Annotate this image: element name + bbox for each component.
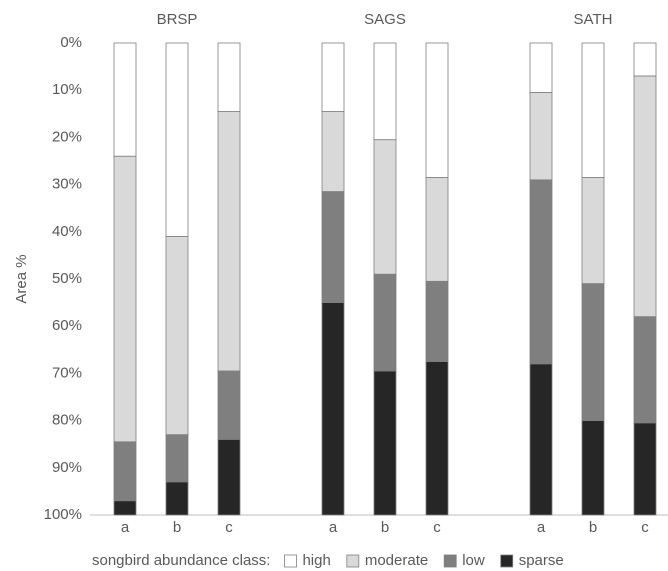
bar-segment — [633, 316, 657, 424]
bar-segment — [217, 370, 241, 440]
legend-swatch — [500, 554, 514, 568]
bar-segment — [165, 481, 189, 516]
bar-segment — [581, 420, 605, 516]
y-tick-label: 30% — [52, 176, 82, 193]
x-tick-label: b — [381, 519, 389, 536]
legend-label: high — [302, 552, 330, 569]
legend-swatch — [284, 554, 297, 568]
group-label: SATH — [574, 11, 613, 28]
bar-segment — [425, 177, 449, 282]
y-tick-label: 60% — [52, 317, 82, 334]
bar-segment — [529, 42, 553, 93]
bar-segment — [165, 434, 189, 483]
bar-segment — [425, 361, 449, 516]
bar-segment — [321, 191, 345, 303]
group-label: BRSP — [157, 11, 198, 28]
x-tick-label: b — [589, 519, 597, 536]
y-tick-label: 90% — [52, 459, 82, 476]
y-tick-label: 80% — [52, 412, 82, 429]
y-tick-label: 10% — [52, 81, 82, 98]
bar-segment — [113, 155, 137, 443]
y-tick-label: 50% — [52, 270, 82, 287]
bar-segment — [113, 441, 137, 502]
y-tick-label: 100% — [44, 506, 82, 523]
legend-swatch — [443, 554, 457, 568]
bar-segment — [633, 422, 657, 516]
bar-segment — [321, 111, 345, 193]
bar-segment — [373, 370, 397, 516]
x-tick-label: b — [173, 519, 181, 536]
bar-segment — [581, 177, 605, 285]
x-tick-label: c — [225, 519, 233, 536]
y-axis-title: Area % — [13, 254, 30, 303]
bar-segment — [633, 42, 657, 77]
y-tick-label: 20% — [52, 128, 82, 145]
bar-segment — [373, 139, 397, 275]
bar-segment — [529, 363, 553, 516]
x-tick-label: a — [537, 519, 546, 536]
y-tick-label: 70% — [52, 364, 82, 381]
legend-title: songbird abundance class: — [92, 552, 270, 569]
bar-segment — [165, 236, 189, 436]
bar-segment — [321, 42, 345, 112]
bar-segment — [113, 500, 137, 516]
legend-label: sparse — [519, 552, 564, 569]
legend-swatch — [346, 554, 360, 568]
bar-segment — [321, 302, 345, 516]
bar-segment — [373, 273, 397, 372]
x-tick-label: c — [641, 519, 649, 536]
x-tick-label: c — [433, 519, 441, 536]
bar-segment — [581, 42, 605, 178]
bar-segment — [581, 283, 605, 422]
x-tick-label: a — [329, 519, 338, 536]
y-tick-label: 0% — [60, 34, 82, 51]
legend-label: moderate — [365, 552, 428, 569]
bar-segment — [425, 280, 449, 362]
legend-label: low — [462, 552, 485, 569]
bar-segment — [165, 42, 189, 237]
y-tick-label: 40% — [52, 223, 82, 240]
bar-segment — [633, 75, 657, 318]
bar-segment — [425, 42, 449, 178]
bar-segment — [217, 439, 241, 516]
bar-segment — [373, 42, 397, 141]
bar-segment — [217, 42, 241, 112]
bar-segment — [529, 179, 553, 365]
x-tick-label: a — [121, 519, 130, 536]
bar-segment — [529, 92, 553, 181]
bar-segment — [217, 111, 241, 372]
bar-segment — [113, 42, 137, 157]
group-label: SAGS — [364, 11, 406, 28]
